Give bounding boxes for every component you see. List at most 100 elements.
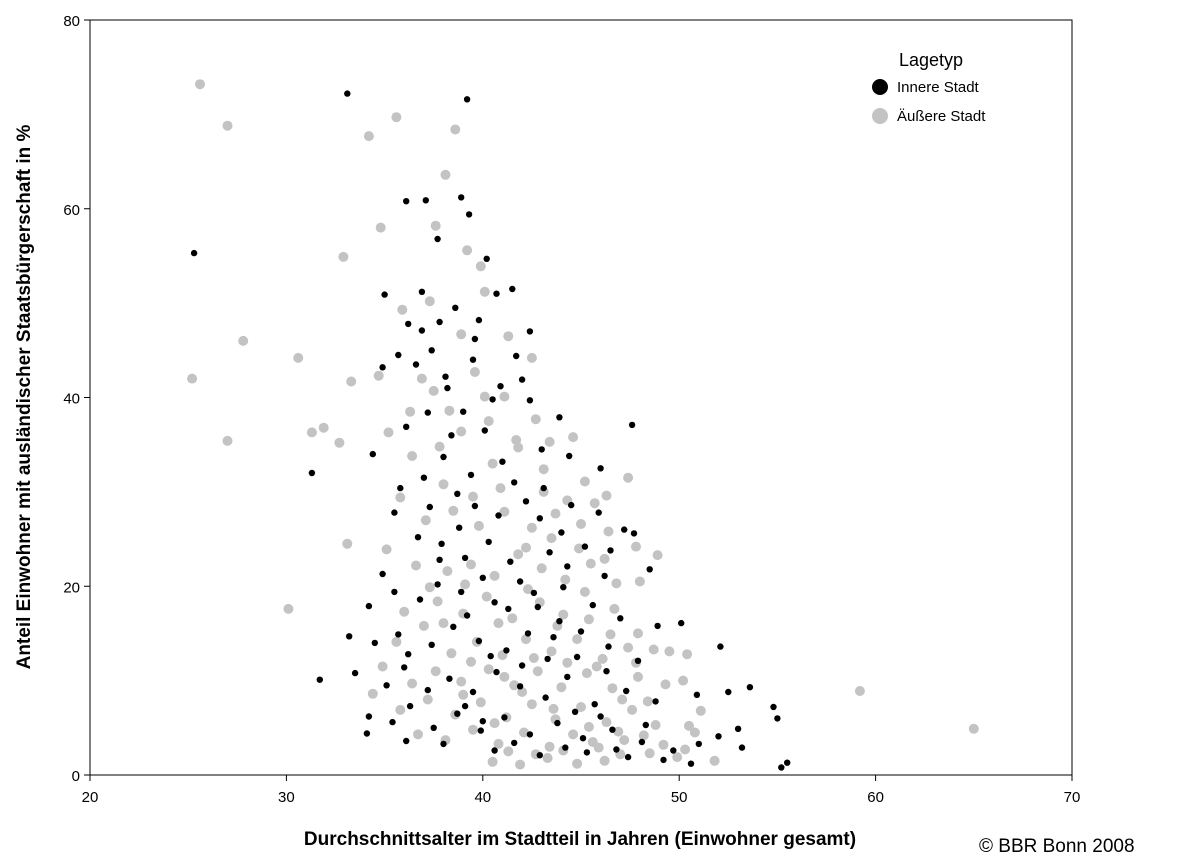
point-aeussere-stadt — [528, 653, 539, 663]
point-innere-stadt — [693, 691, 701, 698]
point-aeussere-stadt — [460, 579, 471, 590]
point-aeussere-stadt — [568, 432, 579, 443]
point-innere-stadt — [379, 364, 386, 371]
point-aeussere-stadt — [397, 304, 408, 315]
point-aeussere-stadt — [383, 427, 394, 438]
point-innere-stadt — [477, 727, 484, 734]
point-innere-stadt — [516, 578, 524, 585]
point-innere-stadt — [581, 543, 589, 550]
point-aeussere-stadt — [462, 245, 473, 256]
point-innere-stadt — [403, 198, 410, 205]
point-aeussere-stadt — [440, 169, 451, 180]
point-aeussere-stadt — [542, 753, 553, 763]
point-aeussere-stadt — [611, 578, 622, 589]
point-innere-stadt — [489, 396, 496, 403]
point-innere-stadt — [509, 285, 516, 293]
y-tick-label: 60 — [63, 202, 80, 219]
point-innere-stadt — [426, 503, 433, 511]
point-innere-stadt — [412, 361, 420, 368]
point-innere-stadt — [456, 524, 463, 531]
point-innere-stadt — [605, 643, 612, 650]
point-innere-stadt — [784, 759, 791, 766]
point-innere-stadt — [526, 731, 534, 738]
point-aeussere-stadt — [511, 435, 522, 445]
point-innere-stadt — [628, 421, 636, 429]
point-aeussere-stadt — [422, 694, 433, 705]
point-aeussere-stadt — [572, 758, 583, 769]
point-innere-stadt — [774, 715, 781, 722]
point-innere-stadt — [646, 566, 653, 573]
point-aeussere-stadt — [601, 490, 612, 501]
point-aeussere-stadt — [664, 646, 675, 657]
point-innere-stadt — [475, 316, 483, 324]
point-innere-stadt — [491, 747, 498, 754]
point-aeussere-stadt — [373, 370, 384, 381]
point-aeussere-stadt — [550, 508, 561, 519]
point-aeussere-stadt — [493, 618, 504, 629]
point-innere-stadt — [556, 618, 563, 625]
point-aeussere-stadt — [418, 620, 429, 631]
x-tick-label: 40 — [474, 789, 491, 806]
point-innere-stadt — [597, 465, 604, 472]
point-aeussere-stadt — [444, 405, 455, 416]
point-innere-stadt — [365, 602, 373, 610]
point-innere-stadt — [428, 347, 435, 354]
point-innere-stadt — [438, 540, 445, 547]
point-aeussere-stadt — [682, 649, 693, 660]
point-aeussere-stadt — [195, 79, 205, 90]
point-aeussere-stadt — [633, 628, 643, 639]
point-aeussere-stadt — [684, 720, 694, 731]
point-aeussere-stadt — [428, 385, 439, 396]
point-aeussere-stadt — [591, 661, 602, 672]
point-innere-stadt — [463, 612, 471, 619]
legend-title: Lagetyp — [899, 50, 963, 70]
point-aeussere-stadt — [619, 735, 630, 746]
point-innere-stadt — [507, 558, 514, 565]
point-aeussere-stadt — [558, 609, 569, 620]
legend-label-innere-stadt: Innere Stadt — [897, 79, 980, 96]
point-aeussere-stadt — [599, 755, 610, 766]
point-aeussere-stadt — [601, 717, 612, 728]
x-tick-label: 50 — [671, 789, 688, 806]
point-innere-stadt — [621, 526, 628, 533]
point-innere-stadt — [623, 687, 630, 695]
point-innere-stadt — [395, 631, 402, 638]
point-innere-stadt — [442, 373, 449, 380]
point-innere-stadt — [505, 605, 512, 613]
point-aeussere-stadt — [338, 251, 349, 262]
point-aeussere-stadt — [556, 682, 567, 693]
point-aeussere-stadt — [513, 549, 524, 560]
point-aeussere-stadt — [475, 697, 486, 708]
point-innere-stadt — [461, 702, 469, 710]
point-aeussere-stadt — [650, 720, 661, 730]
point-aeussere-stadt — [483, 416, 494, 427]
x-tick-label: 60 — [867, 789, 884, 806]
point-aeussere-stadt — [407, 678, 418, 689]
point-innere-stadt — [715, 733, 722, 740]
point-innere-stadt — [566, 452, 573, 460]
point-aeussere-stadt — [658, 739, 669, 750]
point-innere-stadt — [369, 450, 376, 458]
point-aeussere-stadt — [489, 570, 500, 581]
point-aeussere-stadt — [680, 744, 691, 755]
point-aeussere-stadt — [395, 704, 406, 715]
point-innere-stadt — [440, 740, 447, 748]
point-aeussere-stadt — [238, 335, 249, 346]
point-aeussere-stadt — [521, 634, 531, 645]
point-aeussere-stadt — [405, 406, 416, 417]
point-innere-stadt — [395, 351, 402, 359]
point-aeussere-stadt — [503, 746, 514, 757]
point-innere-stadt — [540, 484, 547, 492]
point-aeussere-stadt — [623, 642, 634, 653]
point-aeussere-stadt — [544, 436, 555, 447]
point-aeussere-stadt — [495, 483, 506, 494]
point-innere-stadt — [440, 453, 447, 461]
point-innere-stadt — [434, 235, 441, 243]
point-innere-stadt — [401, 664, 408, 671]
point-aeussere-stadt — [346, 376, 357, 387]
point-aeussere-stadt — [479, 391, 490, 402]
point-innere-stadt — [642, 721, 649, 729]
point-innere-stadt — [403, 737, 410, 745]
point-innere-stadt — [467, 471, 475, 479]
point-innere-stadt — [526, 328, 534, 335]
